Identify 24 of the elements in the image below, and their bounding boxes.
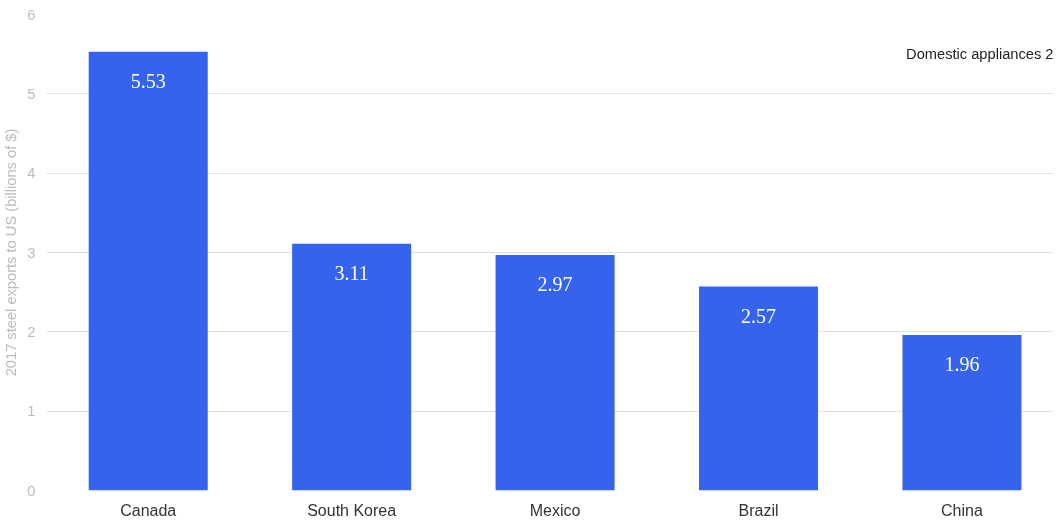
- x-tick-label: Canada: [120, 501, 177, 519]
- y-axis-title: 2017 steel exports to US (billions of $): [3, 128, 20, 377]
- bar: [292, 243, 412, 491]
- y-tick-label: 2: [27, 323, 36, 340]
- y-tick-label: 0: [27, 482, 36, 499]
- y-tick-label: 4: [27, 165, 36, 182]
- annotation: Domestic appliances 2: [906, 46, 1054, 63]
- data-label: 1.96: [944, 353, 980, 376]
- bar: [495, 254, 615, 491]
- y-tick-label: 1: [27, 403, 36, 420]
- x-tick-label: China: [941, 501, 983, 519]
- y-tick-label: 3: [27, 244, 36, 261]
- data-label: 2.57: [741, 304, 777, 327]
- bar: [902, 335, 1022, 491]
- y-tick-label: 6: [27, 6, 36, 23]
- data-label: 3.11: [334, 261, 369, 284]
- x-tick-label: Brazil: [738, 501, 779, 519]
- data-label: 5.53: [130, 69, 166, 92]
- data-label: 2.97: [537, 272, 573, 295]
- bar: [88, 51, 208, 491]
- bar: [699, 286, 819, 491]
- x-tick-label: Mexico: [529, 501, 581, 519]
- y-tick-label: 5: [27, 85, 36, 102]
- x-tick-label: South Korea: [307, 501, 397, 519]
